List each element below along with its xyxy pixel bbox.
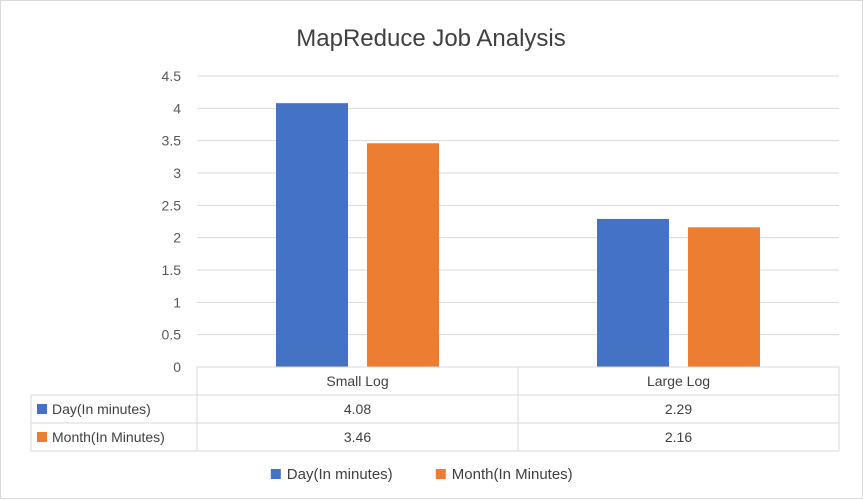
table-value: 4.08 [344,401,371,417]
table-value: 2.29 [665,401,692,417]
bar [367,143,439,367]
y-tick-label: 2.5 [162,197,182,213]
legend-swatch [435,469,446,479]
table-series-swatch [37,404,47,414]
table-value: 2.16 [665,429,692,445]
legend: Day(In minutes) Month(In Minutes) [270,466,573,483]
bar [276,103,348,367]
y-tick-label: 2 [173,230,181,246]
x-category-label: Small Log [326,373,388,389]
bar [688,227,760,367]
y-tick-label: 0 [173,359,181,375]
legend-label: Day(In minutes) [287,466,393,483]
table-series-name: Month(In Minutes) [52,429,165,445]
table-series-name: Day(In minutes) [52,401,151,417]
x-category-label: Large Log [647,373,710,389]
table-value: 3.46 [344,429,371,445]
y-tick-label: 0.5 [162,327,182,343]
y-tick-label: 1 [173,294,181,310]
y-tick-label: 4 [173,100,181,116]
y-tick-label: 3 [173,165,181,181]
y-axis-ticks: 0 0.5 1 1.5 2 2.5 3 3.5 4 4.5 [162,68,182,375]
legend-swatch [270,469,281,479]
y-tick-label: 1.5 [162,262,182,278]
chart-title: MapReduce Job Analysis [296,25,565,52]
data-table: Small Log Large Log Day(In minutes) 4.08 2.2… [30,366,840,452]
y-tick-label: 3.5 [162,133,182,149]
bar [597,218,669,367]
legend-label: Month(In Minutes) [452,466,573,483]
table-series-swatch [37,432,47,442]
bars [276,103,760,367]
y-tick-label: 4.5 [162,68,182,84]
